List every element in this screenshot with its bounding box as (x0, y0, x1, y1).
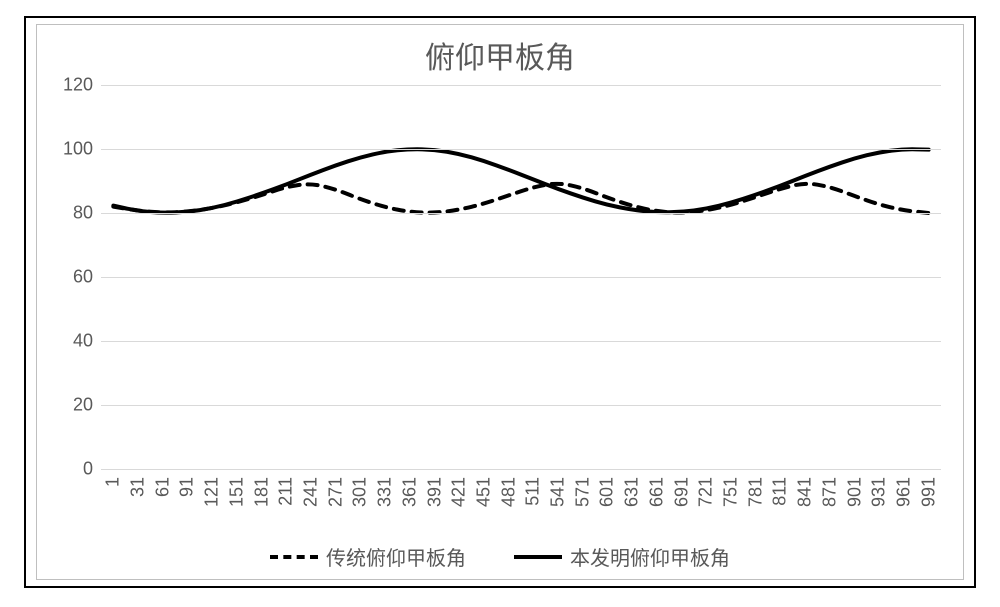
gridline (101, 149, 941, 150)
outer-frame: 俯仰甲板角 020406080100120 131619112115118121… (24, 16, 976, 588)
x-tick-label: 151 (226, 477, 247, 507)
x-tick-label: 241 (301, 477, 322, 507)
x-tick-label: 481 (498, 477, 519, 507)
x-tick-label: 31 (128, 477, 149, 497)
gridline (101, 213, 941, 214)
x-tick-label: 331 (375, 477, 396, 507)
x-tick-label: 421 (449, 477, 470, 507)
gridline (101, 341, 941, 342)
x-tick-label: 811 (770, 477, 791, 506)
legend-swatch (514, 555, 562, 559)
x-tick-label: 691 (671, 477, 692, 507)
x-axis-ticks: 1 316191121151181211241271301331361391421… (101, 473, 941, 533)
x-tick-label: 121 (202, 477, 223, 507)
x-tick-label: 271 (325, 477, 346, 507)
x-tick-label: 301 (350, 477, 371, 507)
x-tick-label: 1 (103, 477, 124, 487)
gridline (101, 277, 941, 278)
x-tick-label: 391 (424, 477, 445, 507)
x-tick-label: 871 (819, 477, 840, 507)
x-tick-label: 661 (646, 477, 667, 507)
y-tick-label: 0 (83, 459, 93, 480)
series-line (113, 149, 928, 212)
x-tick-label: 961 (893, 477, 914, 507)
x-tick-label: 361 (399, 477, 420, 507)
y-tick-label: 120 (63, 75, 93, 96)
legend-item: 传统俯仰甲板角 (270, 542, 466, 571)
x-tick-label: 721 (696, 477, 717, 507)
plot-area: 020406080100120 (101, 85, 941, 469)
y-tick-label: 60 (73, 267, 93, 288)
legend-swatch (270, 555, 318, 559)
x-tick-label: 511 (523, 477, 544, 506)
x-tick-label: 631 (622, 477, 643, 507)
x-tick-label: 931 (869, 477, 890, 507)
legend: 传统俯仰甲板角 本发明俯仰甲板角 (37, 542, 963, 571)
legend-item: 本发明俯仰甲板角 (514, 542, 730, 571)
x-tick-label: 601 (597, 477, 618, 507)
x-tick-label: 991 (918, 477, 939, 507)
series-line (113, 184, 928, 213)
y-tick-label: 40 (73, 331, 93, 352)
x-tick-label: 181 (251, 477, 272, 507)
gridline (101, 405, 941, 406)
gridline (101, 85, 941, 86)
x-tick-label: 751 (721, 477, 742, 507)
x-tick-label: 571 (572, 477, 593, 507)
y-tick-label: 100 (63, 139, 93, 160)
x-tick-label: 781 (745, 477, 766, 507)
chart-title: 俯仰甲板角 (37, 33, 963, 77)
x-tick-label: 211 (276, 477, 297, 506)
x-tick-label: 61 (152, 477, 173, 497)
x-tick-label: 841 (795, 477, 816, 507)
x-tick-label: 541 (548, 477, 569, 507)
x-tick-label: 451 (473, 477, 494, 507)
y-tick-label: 80 (73, 203, 93, 224)
y-tick-label: 20 (73, 395, 93, 416)
x-tick-label: 91 (177, 477, 198, 497)
x-tick-label: 901 (844, 477, 865, 507)
chart-container: 俯仰甲板角 020406080100120 131619112115118121… (36, 24, 964, 580)
legend-label: 传统俯仰甲板角 (326, 542, 466, 571)
legend-label: 本发明俯仰甲板角 (570, 542, 730, 571)
gridline (101, 469, 941, 470)
